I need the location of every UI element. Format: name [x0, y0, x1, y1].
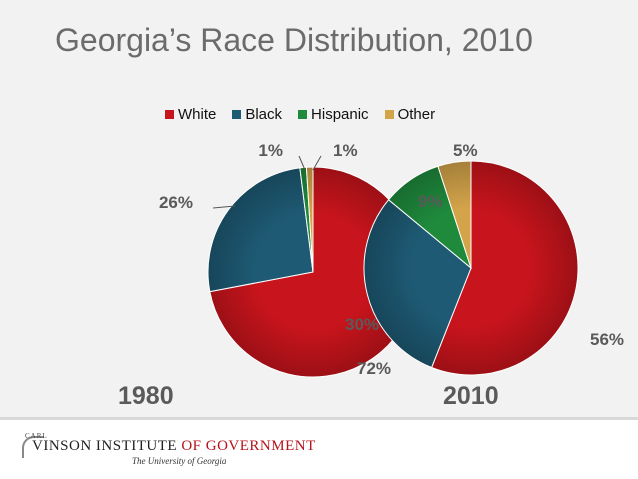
legend-swatch-other	[384, 110, 394, 119]
legend-swatch-white	[165, 110, 174, 119]
pie-2010	[363, 160, 579, 376]
legend-swatch-hispanic	[298, 110, 308, 119]
pie-1980	[207, 166, 419, 378]
data-label-1980-black: 26%	[159, 193, 193, 212]
pie-charts: 72% 26% 1% 1% 56% 30% 9% 5% 1980 2010	[118, 141, 624, 410]
footer-divider	[0, 417, 638, 420]
legend-label-black: Black	[245, 106, 283, 123]
legend-label-hispanic: Hispanic	[311, 106, 369, 123]
slice-2010-other	[437, 160, 472, 269]
pie-labels: 72% 26% 1% 1% 56% 30% 9% 5%	[159, 141, 624, 378]
data-label-2010-hispanic: 9%	[418, 192, 443, 211]
year-label-2010: 2010	[443, 382, 499, 410]
legend-label-other: Other	[397, 106, 436, 123]
logo-main-text: VINSON INSTITUTE OF GOVERNMENT	[32, 438, 316, 455]
data-label-2010-black: 30%	[345, 315, 379, 334]
leader-line-1980-2	[312, 155, 322, 171]
data-label-2010-white: 56%	[590, 330, 624, 349]
chart-title: Georgia’s Race Distribution, 2010	[55, 22, 533, 58]
legend-item-hispanic: Hispanic	[298, 106, 369, 123]
legend-item-other: Other	[384, 106, 436, 123]
data-label-2010-other: 5%	[453, 141, 478, 160]
logo-arc-icon	[22, 436, 44, 458]
logo-university-text: The University of Georgia	[132, 456, 227, 466]
leader-line-1980-0	[212, 205, 236, 209]
logo-government-text: OF GOVERNMENT	[181, 438, 316, 454]
slice-1980-other	[305, 166, 314, 273]
legend-item-black: Black	[232, 106, 282, 123]
slice-2010-black	[363, 199, 472, 369]
chart-legend: White Black Hispanic Other	[165, 106, 435, 123]
year-label-1980: 1980	[118, 382, 174, 410]
legend-label-white: White	[178, 106, 217, 123]
legend-item-white: White	[165, 106, 216, 123]
footer: CARL VINSON INSTITUTE OF GOVERNMENT The …	[0, 417, 638, 479]
legend-swatch-black	[232, 110, 242, 119]
data-label-1980-hispanic: 1%	[258, 141, 283, 160]
logo-carl-text: CARL	[25, 432, 48, 440]
slice-2010-white	[430, 160, 579, 376]
data-label-1980-other: 1%	[333, 141, 358, 160]
data-label-1980-white: 72%	[357, 359, 391, 378]
logo-vinson-text: VINSON INSTITUTE	[32, 438, 182, 454]
leader-line-1980-1	[298, 155, 306, 171]
slice-1980-black	[207, 167, 314, 293]
